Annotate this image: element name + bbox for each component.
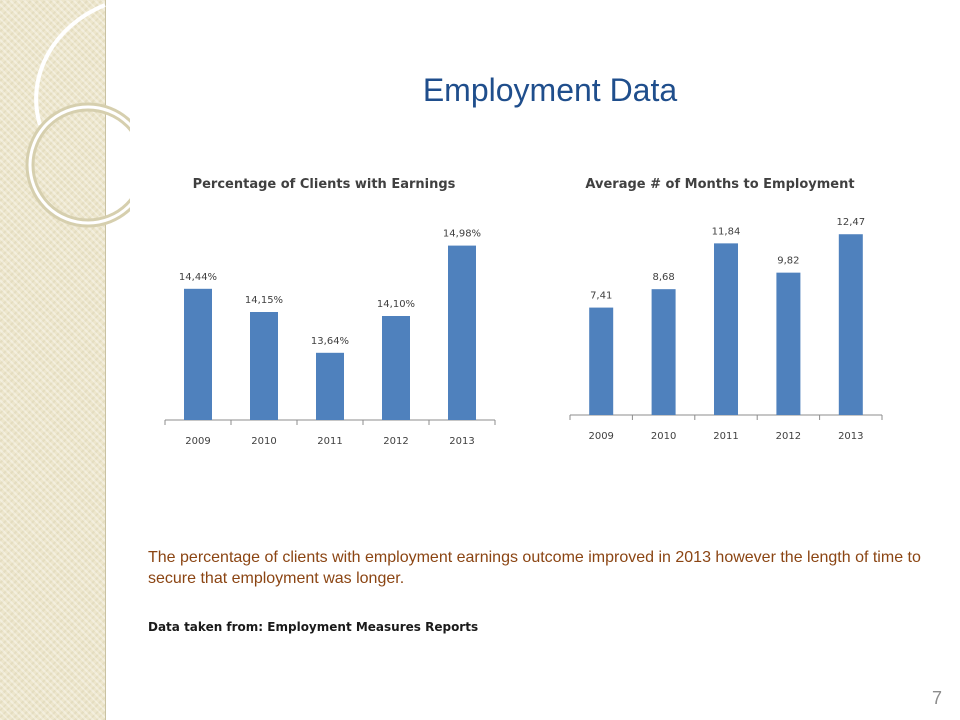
summary-note: The percentage of clients with employmen… bbox=[148, 549, 921, 587]
chart-months-to-employment-svg: Average # of Months to Employment 7,41 20… bbox=[569, 177, 883, 442]
data-source: Data taken from: Employment Measures Rep… bbox=[148, 620, 479, 634]
data-label-2012: 9,82 bbox=[777, 256, 799, 267]
data-label-2011: 13,64% bbox=[311, 336, 349, 347]
data-label-2009: 14,44% bbox=[179, 272, 217, 283]
bar-2010 bbox=[651, 289, 676, 415]
slide-title: Employment Data bbox=[422, 72, 678, 108]
bar-2013 bbox=[838, 234, 863, 415]
chart-title: Percentage of Clients with Earnings bbox=[193, 177, 456, 192]
data-label-2012: 14,10% bbox=[377, 299, 415, 310]
x-tick-label-2012: 2012 bbox=[383, 436, 408, 447]
chart-title: Average # of Months to Employment bbox=[585, 177, 854, 192]
bar-2011 bbox=[316, 352, 344, 420]
data-label-2010: 8,68 bbox=[652, 272, 674, 283]
x-tick-label-2010: 2010 bbox=[651, 431, 676, 442]
x-tick-label-2010: 2010 bbox=[251, 436, 276, 447]
bar-2009 bbox=[589, 307, 614, 415]
data-label-2013: 14,98% bbox=[443, 229, 481, 240]
data-label-2011: 11,84 bbox=[712, 226, 741, 237]
decorative-circles bbox=[25, 3, 130, 228]
x-tick-label-2009: 2009 bbox=[588, 431, 613, 442]
chart-clients-with-earnings: Percentage of Clients with Earnings 14,4… bbox=[155, 170, 500, 460]
data-label-2009: 7,41 bbox=[590, 291, 612, 302]
data-label-2013: 12,47 bbox=[836, 217, 865, 228]
bar-2013 bbox=[448, 245, 476, 420]
page-number: 7 bbox=[931, 688, 942, 708]
x-tick-label-2013: 2013 bbox=[838, 431, 863, 442]
chart-months-to-employment: Average # of Months to Employment 7,41 20… bbox=[560, 170, 905, 460]
data-label-2010: 14,15% bbox=[245, 295, 283, 306]
bar-2010 bbox=[250, 312, 278, 420]
x-tick-label-2011: 2011 bbox=[713, 431, 738, 442]
bar-2012 bbox=[382, 316, 410, 420]
x-tick-label-2009: 2009 bbox=[185, 436, 210, 447]
x-tick-label-2011: 2011 bbox=[317, 436, 342, 447]
chart-clients-with-earnings-svg: Percentage of Clients with Earnings 14,4… bbox=[164, 177, 496, 447]
bar-2009 bbox=[184, 288, 212, 420]
x-tick-label-2012: 2012 bbox=[776, 431, 801, 442]
x-tick-label-2013: 2013 bbox=[449, 436, 474, 447]
bar-2012 bbox=[776, 272, 801, 415]
bar-2011 bbox=[714, 243, 738, 415]
